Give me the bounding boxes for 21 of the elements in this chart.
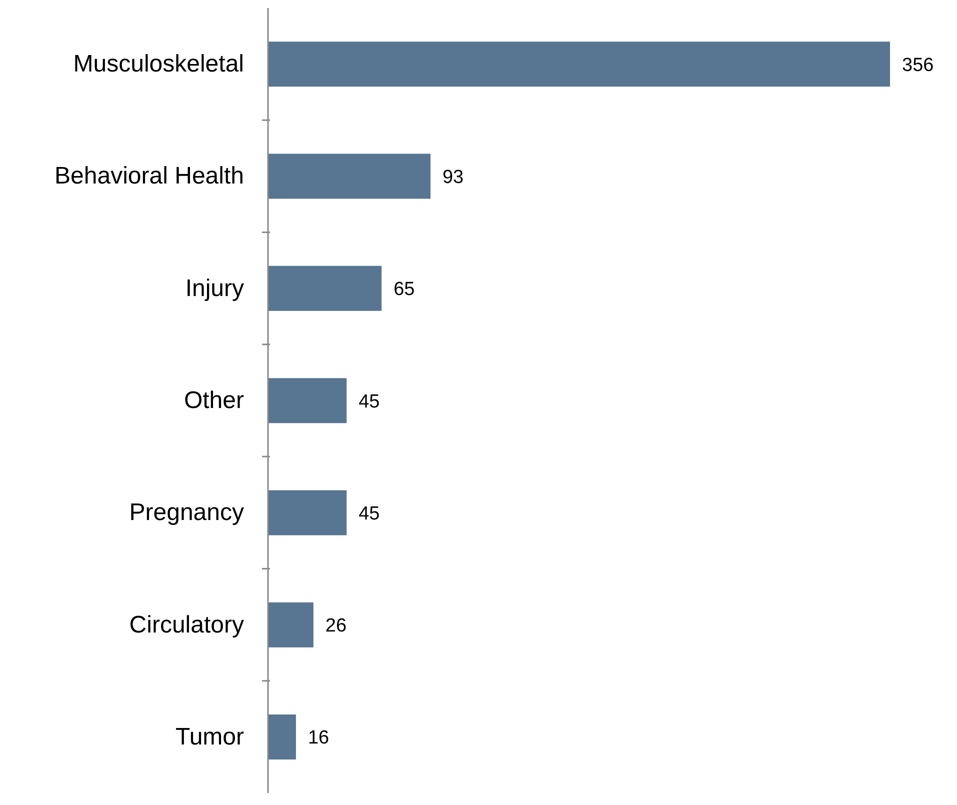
- bar: [268, 154, 430, 199]
- data-label: 16: [308, 728, 330, 749]
- data-label: 93: [442, 167, 464, 188]
- y-tick-label: Behavioral Health: [54, 162, 244, 190]
- y-tick-label: Other: [184, 387, 244, 414]
- bar: [268, 42, 890, 87]
- bar: [268, 378, 347, 424]
- bar: [268, 266, 382, 311]
- data-label: 45: [358, 503, 380, 524]
- data-label: 45: [358, 391, 380, 412]
- y-tick-label: Pregnancy: [129, 499, 244, 526]
- bar: [268, 714, 296, 760]
- bar: [268, 602, 314, 648]
- data-label: 26: [325, 616, 347, 637]
- data-label: 65: [394, 279, 415, 300]
- y-tick-label: Injury: [185, 274, 244, 302]
- data-label: 356: [902, 54, 934, 76]
- y-tick-label: Tumor: [176, 723, 244, 750]
- bar: [268, 490, 347, 536]
- y-tick-label: Musculoskeletal: [73, 50, 244, 78]
- y-tick-label: Circulatory: [129, 611, 244, 638]
